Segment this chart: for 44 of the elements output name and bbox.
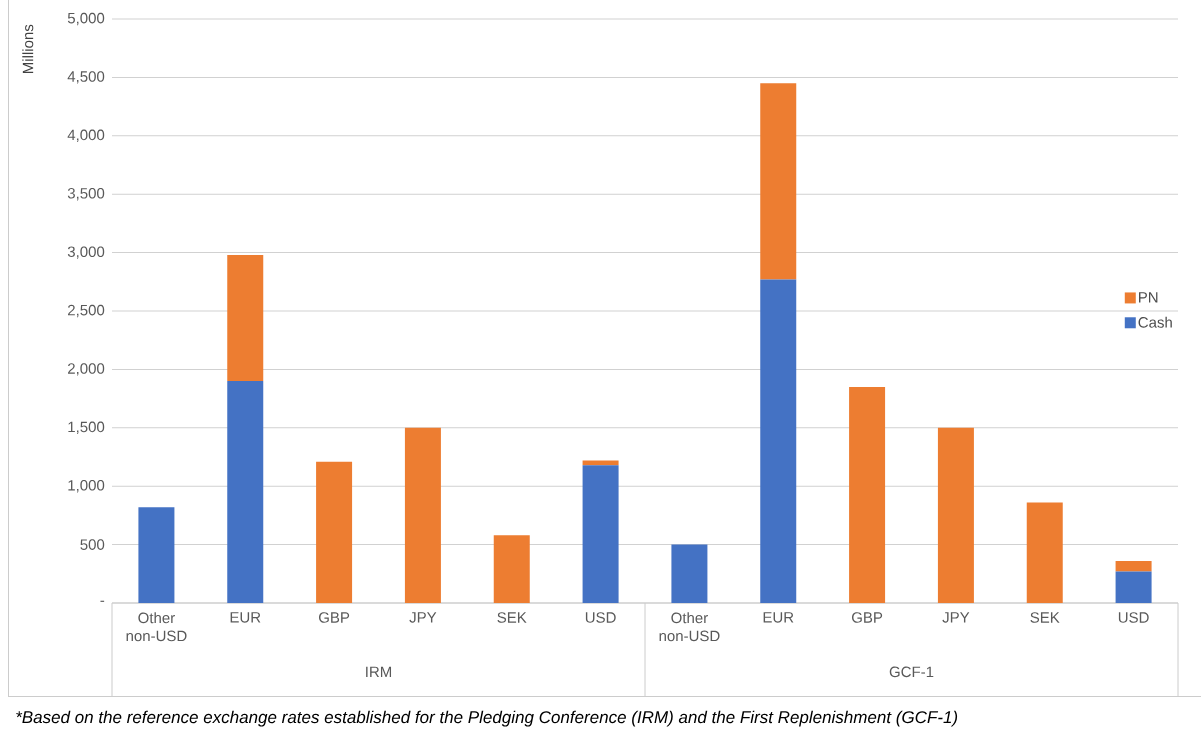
y-tick-label: 2,000 — [68, 363, 105, 376]
bar — [1026, 502, 1063, 603]
bar — [937, 427, 974, 603]
bar — [138, 507, 175, 603]
y-tick-label: 4,500 — [67, 71, 105, 84]
y-tick-label: 500 — [80, 539, 105, 550]
x-tick-label: EUR — [763, 612, 794, 623]
y-tick-label: 1,500 — [68, 421, 105, 434]
x-tick-label: USD — [585, 612, 616, 623]
bar — [1115, 560, 1152, 572]
x-tick-label: Other non-USD — [659, 612, 720, 642]
y-tick-label: 4,000 — [67, 129, 105, 142]
y-tick-label: 1,000 — [68, 480, 105, 493]
bar — [316, 461, 353, 603]
y-tick-label: 2,500 — [68, 304, 105, 318]
bar — [493, 535, 530, 603]
y-tick-label: 5,000 — [67, 12, 105, 26]
x-tick-label: JPY — [942, 612, 970, 623]
text: IRM — [366, 666, 392, 677]
x-tick-label: USD — [1118, 612, 1149, 623]
text: *Based on the reference exchange rates established for the Pledging Conference (IRM) and the First Replenishment (GCF-1) — [16, 710, 958, 727]
x-tick-label: SEK — [1030, 612, 1060, 623]
bar — [227, 381, 264, 603]
legend-label: Cash — [1138, 316, 1172, 328]
y-tick-label: - — [100, 600, 105, 602]
text: GCF-1 — [889, 666, 934, 678]
x-tick-label: EUR — [230, 612, 261, 623]
y-axis-title: Millions — [22, 24, 34, 73]
bar — [760, 279, 797, 603]
bar — [849, 386, 886, 603]
x-tick-label: Other non-USD — [126, 612, 187, 642]
x-tick-label: JPY — [409, 612, 437, 623]
x-tick-label: GBP — [852, 612, 883, 623]
y-tick-label: 3,000 — [67, 246, 105, 259]
bar — [582, 465, 619, 603]
bar — [760, 83, 797, 280]
x-tick-label: GBP — [319, 612, 350, 623]
y-tick-label: 3,500 — [67, 188, 105, 201]
x-tick-label: SEK — [497, 612, 527, 623]
bar — [671, 544, 708, 603]
bar — [404, 427, 441, 603]
bar — [227, 254, 264, 382]
legend-label: PN — [1139, 292, 1158, 303]
bar — [1115, 571, 1152, 603]
